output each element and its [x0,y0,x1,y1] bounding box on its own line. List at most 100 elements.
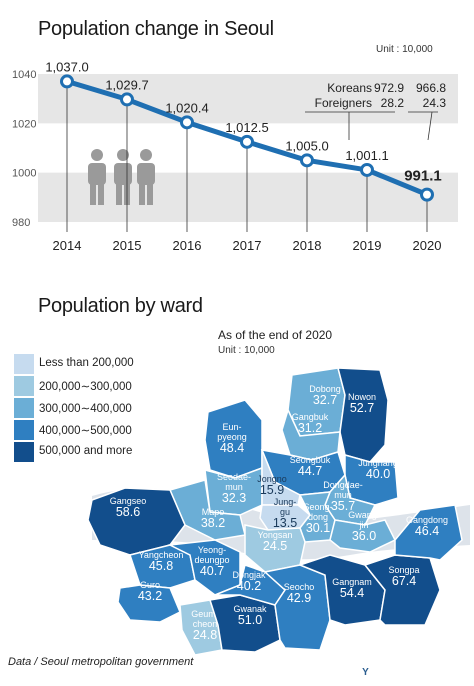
ward-value: 31.2 [298,421,322,435]
ward-name: Guro [140,580,160,590]
ward-value: 51.0 [238,613,262,627]
ward-name: Yeong-deungpo [194,545,229,565]
ward-name: Seocho [284,582,315,592]
ward-name-line: Seong- [303,502,332,512]
ward-value: 67.4 [392,574,416,588]
legend-item: 500,000 and more [14,442,162,462]
legend-swatch [14,420,34,440]
ward-name-line: Geum- [191,609,219,619]
ward-name: Nowon [348,392,376,402]
ward-value: 15.9 [260,483,284,497]
ward-name: Yongsan [258,530,293,540]
ward-value: 38.2 [201,516,225,530]
ward-name: Jung-gu [274,497,297,517]
breakdown-2020: 966.8 24.3 [410,81,446,111]
data-point [60,74,74,89]
ward-name-line: Guro [140,580,160,590]
x-tick-label: 2020 [413,238,442,253]
legend-item: 400,000∼500,000 [14,420,162,440]
ward-name: Seong-dong [303,502,332,522]
ward-name: Songpa [388,565,419,575]
breakdown-labels: Koreans Foreigners [300,81,372,111]
ward-name-line: Seocho [284,582,315,592]
ward-name-line: cheon [193,619,218,629]
foreigners-2020: 24.3 [422,96,446,110]
legend-swatch [14,376,34,396]
ward-name-line: Dongdae- [323,480,363,490]
ward-shape [168,479,246,541]
person-leg [116,183,122,205]
x-tick-label: 2016 [173,238,202,253]
ward-value: 46.4 [415,524,439,538]
ward-shape [244,524,306,573]
ward-value: 44.7 [298,464,322,478]
legend-swatch [14,442,34,462]
ward-value: 43.2 [138,589,162,603]
y-tick-label: 1020 [12,118,36,130]
person-body [114,163,132,185]
ward-name: Geum-cheon [191,609,219,629]
map-subtitle: As of the end of 2020 [218,328,333,342]
ward-shape [117,584,181,623]
foreigners-2019: 28.2 [380,96,404,110]
legend-label: 500,000 and more [39,445,133,457]
ward-name-line: Gwanak [233,604,267,614]
legend-item: Less than 200,000 [14,354,162,374]
ward-name: Gangseo [110,496,147,506]
ward-shape [329,519,397,553]
data-label: 1,001.1 [345,148,388,163]
ward-value: 52.7 [350,401,374,415]
ward-name-line: Gangseo [110,496,147,506]
data-label: 1,037.0 [45,59,88,74]
y-tick-label: 1040 [12,69,36,81]
koreans-label: Koreans [327,81,372,95]
data-point [180,115,194,130]
ward-name-line: Gangnam [332,577,372,587]
ward-name-line: Gwang- [348,510,380,520]
ward-name-line: deungpo [194,555,229,565]
ward-name: Mapo [202,507,225,517]
map-title: Population by ward [38,295,203,317]
ward-name-line: mun [334,490,352,500]
ward-name-line: Mapo [202,507,225,517]
breakdown-2019: 972.9 28.2 [372,81,404,111]
x-tick-label: 2014 [53,238,82,253]
ward-name-line: Yangcheon [139,550,184,560]
ward-value: 42.9 [287,591,311,605]
legend-label: 400,000∼500,000 [39,425,132,437]
people-icon [88,149,155,205]
ward-name-line: Dobong [309,384,341,394]
person-head [140,149,152,161]
ward-value: 35.7 [331,499,355,513]
ward-name-line: Seodae- [217,472,251,482]
person-head [91,149,103,161]
data-label: 991.1 [404,168,442,185]
yonhap-logo-text: YONHAP NEWS [377,666,463,678]
ward-name: Yangcheon [139,550,184,560]
ward-name-line: Yeong- [198,545,226,555]
foreigners-label: Foreigners [314,96,372,110]
ward-name-line: Gangdong [406,515,448,525]
data-point [360,162,374,177]
callout-bracket-2019 [305,111,395,140]
ward-value: 24.5 [263,539,287,553]
ward-name: Dongdae-mun [323,480,363,500]
ward-name-line: pyeong [217,432,247,442]
ward-shape [394,504,463,561]
population-line-chart: 1040 1020 1000 980 2014 2015 2016 2017 2018 2019 2… [12,59,458,253]
ward-name: Jongno [257,474,287,484]
ward-name-line: mun [225,482,243,492]
ward-name: Dongjak [232,570,266,580]
data-label: 1,005.0 [285,138,328,153]
legend-label: 200,000∼300,000 [39,381,132,393]
